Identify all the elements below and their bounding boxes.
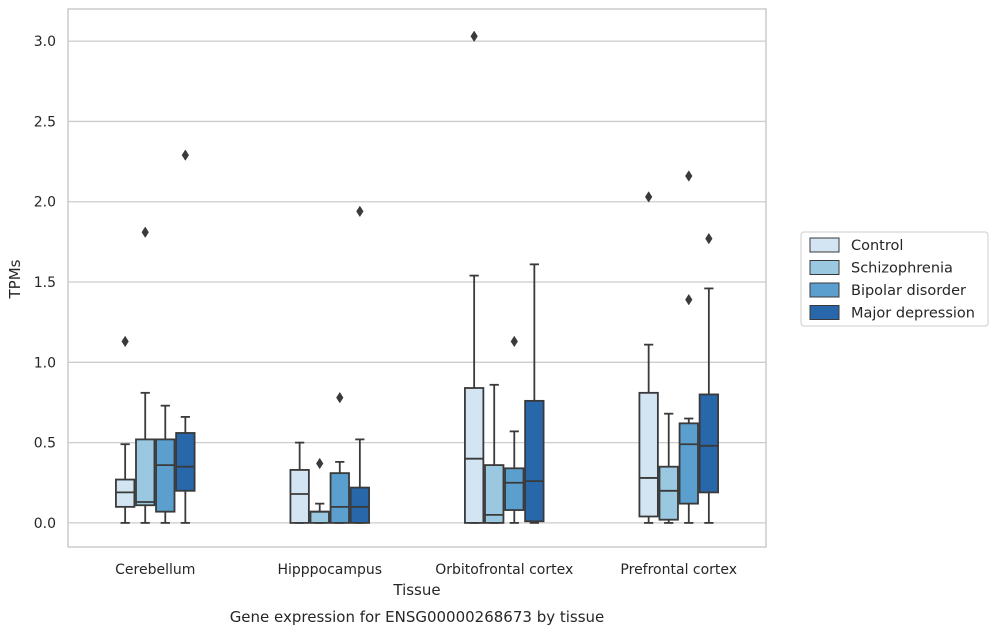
- outlier-marker: [121, 335, 129, 348]
- box-3: [698, 393, 719, 494]
- y-tick-label: 2.0: [34, 195, 56, 211]
- box-1: [658, 465, 679, 521]
- x-axis-label: Tissue: [392, 581, 440, 599]
- plot-area-frame: [67, 8, 767, 548]
- box-3: [349, 486, 370, 524]
- x-tick-label: Cerebellum: [115, 562, 195, 578]
- box-2: [678, 422, 699, 505]
- box-1: [484, 464, 505, 524]
- legend-swatch: [809, 237, 840, 253]
- legend-swatch: [809, 282, 840, 298]
- box-2: [329, 472, 350, 524]
- legend-label: Major depression: [851, 306, 975, 322]
- box-1: [309, 510, 330, 524]
- outlier-marker: [470, 30, 478, 43]
- outlier-marker: [685, 170, 693, 182]
- box-0: [638, 391, 659, 518]
- x-tick-label: Orbitofrontal cortex: [435, 562, 573, 578]
- outlier-marker: [685, 293, 693, 306]
- box-1: [135, 438, 156, 507]
- y-tick-label: 2.5: [34, 114, 56, 130]
- outlier-marker: [510, 335, 518, 348]
- outlier-marker: [705, 232, 713, 245]
- outlier-marker: [336, 391, 344, 404]
- figure-caption: Gene expression for ENSG00000268673 by t…: [230, 608, 605, 626]
- box-3: [524, 399, 545, 523]
- legend: Control Schizophrenia Bipolar disorder Majo…: [800, 231, 989, 327]
- y-tick-label: 0.0: [34, 516, 56, 532]
- box-0: [289, 469, 310, 524]
- box-0: [464, 387, 485, 524]
- legend-label: Bipolar disorder: [851, 283, 966, 299]
- box-3: [175, 432, 196, 492]
- box-series: [115, 30, 719, 524]
- legend-swatch: [809, 260, 840, 275]
- x-tick-label: Hipppocampus: [277, 562, 382, 578]
- box-2: [504, 467, 525, 511]
- y-tick-label: 3.0: [34, 34, 56, 50]
- legend-swatch: [809, 305, 840, 320]
- box-2: [155, 438, 176, 513]
- y-tick-label: 1.0: [34, 355, 56, 371]
- y-tick-labels: 0.0 0.5 1.0 1.5 2.0 2.5 3.0: [34, 34, 56, 532]
- outlier-marker: [141, 226, 149, 238]
- y-tick-label: 1.5: [34, 275, 56, 291]
- legend-frame: [800, 231, 989, 327]
- outlier-marker: [316, 457, 324, 470]
- legend-label: Control: [851, 238, 903, 254]
- legend-label: Schizophrenia: [851, 261, 953, 277]
- y-axis-label: TPMs: [6, 259, 24, 299]
- outlier-marker: [356, 205, 364, 218]
- outlier-marker: [644, 191, 653, 203]
- x-tick-label: Prefrontal cortex: [620, 562, 737, 578]
- outlier-marker: [181, 149, 190, 161]
- y-tick-label: 0.5: [34, 436, 56, 452]
- x-tick-labels: Cerebellum Hipppocampus Orbitofrontal cort…: [115, 562, 737, 578]
